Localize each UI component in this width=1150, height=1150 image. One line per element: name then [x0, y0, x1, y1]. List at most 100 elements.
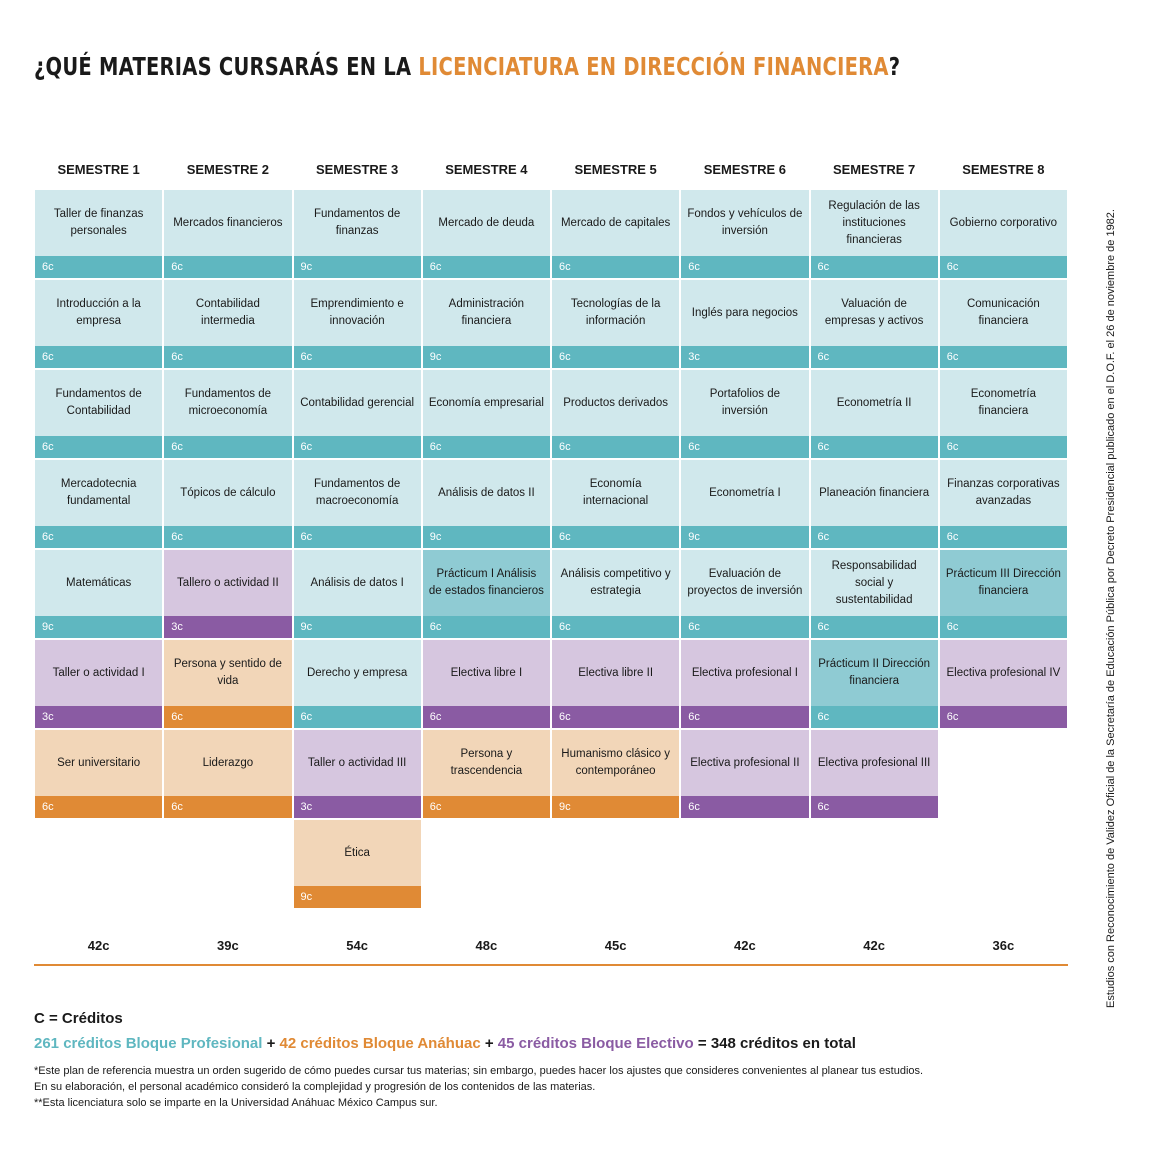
course-cell: Gobierno corporativo 6c [939, 190, 1067, 278]
course-cell: Tallero o actividad II 3c [164, 550, 292, 638]
course-cell: Taller de finanzas personales 6c [35, 190, 163, 278]
course-credits: 6c [810, 526, 938, 548]
course-credits: 3c [164, 616, 292, 638]
course-name: Liderazgo [164, 730, 292, 796]
course-cell: Persona y sentido de vida 6c [164, 640, 292, 728]
course-name: Electiva libre I [422, 640, 550, 706]
semester-column: Mercado de capitales 6c Tecnologías de la … [551, 190, 680, 910]
course-cell: Taller o actividad I 3c [35, 640, 163, 728]
course-credits: 6c [164, 796, 292, 818]
course-cell: Tópicos de cálculo 6c [164, 460, 292, 548]
course-credits: 6c [293, 706, 421, 728]
semester-total: 42c [87, 938, 110, 953]
semester-column: Fundamentos de finanzas 9c Emprendimiento … [293, 190, 422, 910]
course-cell: Evaluación de proyectos de inversión 6c [681, 550, 809, 638]
course-name: Ética [293, 820, 421, 886]
course-credits: 6c [293, 346, 421, 368]
course-cell: Fundamentos de macroeconomía 6c [293, 460, 421, 548]
course-credits: 6c [552, 616, 680, 638]
course-credits: 9c [293, 886, 421, 908]
credits-anahuac: 42 créditos Bloque Anáhuac [279, 1035, 481, 1052]
course-cell: Electiva profesional II 6c [681, 730, 809, 818]
course-credits: 6c [681, 706, 809, 728]
course-cell: Electiva libre I 6c [422, 640, 550, 728]
course-name: Valuación de empresas y activos [810, 280, 938, 346]
course-name: Economía internacional [552, 460, 680, 526]
course-credits: 6c [810, 796, 938, 818]
course-cell: Economía empresarial 6c [422, 370, 550, 458]
course-name: Econometría II [810, 370, 938, 436]
course-credits: 6c [422, 706, 550, 728]
course-cell: Valuación de empresas y activos 6c [810, 280, 938, 368]
semester-totals: 42c 39c 54c 48c 45c 42c 42c 36c [34, 938, 1068, 953]
course-name: Productos derivados [552, 370, 680, 436]
course-cell: Derecho y empresa 6c [293, 640, 421, 728]
course-cell: Finanzas corporativas avanzadas 6c [939, 460, 1067, 548]
course-name: Economía empresarial [422, 370, 550, 436]
semester-total: 36c [992, 938, 1015, 953]
course-name: Taller o actividad I [35, 640, 163, 706]
course-credits: 6c [293, 526, 421, 548]
footnote: *Este plan de referencia muestra un orde… [34, 1065, 924, 1077]
course-cell: Análisis de datos I 9c [293, 550, 421, 638]
semester-total: 54c [346, 938, 368, 953]
course-cell: Análisis de datos II 9c [422, 460, 550, 548]
course-credits: 6c [681, 796, 809, 818]
course-cell: Emprendimiento e innovación 6c [293, 280, 421, 368]
course-name: Electiva profesional IV [939, 640, 1067, 706]
footnotes: *Este plan de referencia muestra un orde… [34, 1063, 923, 1111]
course-credits: 6c [35, 526, 163, 548]
course-credits: 6c [810, 436, 938, 458]
course-name: Inglés para negocios [681, 280, 809, 346]
course-cell: Mercado de deuda 6c [422, 190, 550, 278]
course-cell: Econometría I 9c [681, 460, 809, 548]
course-cell: Prácticum I Análisis de estados financie… [422, 550, 550, 638]
course-credits: 9c [681, 526, 809, 548]
course-credits: 6c [810, 256, 938, 278]
course-name: Tallero o actividad II [164, 550, 292, 616]
page-title: ¿QUÉ MATERIAS CURSARÁS EN LA LICENCIATUR… [34, 52, 901, 81]
semester-column: Taller de finanzas personales 6c Introducc… [34, 190, 163, 910]
footnote: En su elaboración, el personal académico… [34, 1081, 596, 1093]
course-cell: Electiva profesional I 6c [681, 640, 809, 728]
course-cell: Responsabilidad social y sustentabilidad… [810, 550, 938, 638]
course-cell: Fondos y vehículos de inversión 6c [681, 190, 809, 278]
course-name: Tópicos de cálculo [164, 460, 292, 526]
course-credits: 6c [422, 436, 550, 458]
course-name: Prácticum II Dirección financiera [810, 640, 938, 706]
course-name: Fundamentos de Contabilidad [35, 370, 163, 436]
course-cell: Ser universitario 6c [35, 730, 163, 818]
course-credits: 9c [422, 346, 550, 368]
course-name: Persona y sentido de vida [164, 640, 292, 706]
semester-headers: SEMESTRE 1 SEMESTRE 2 SEMESTRE 3 SEMESTRE 4… [34, 158, 1068, 182]
semester-total: 45c [604, 938, 627, 953]
course-cell: Planeación financiera 6c [810, 460, 938, 548]
semester-header: SEMESTRE 5 [574, 162, 657, 177]
semester-header: SEMESTRE 2 [186, 162, 270, 177]
semester-header: SEMESTRE 6 [703, 162, 787, 177]
course-name: Fundamentos de finanzas [293, 190, 421, 256]
course-cell: Mercado de capitales 6c [552, 190, 680, 278]
semester-column: Mercados financieros 6c Contabilidad inter… [163, 190, 292, 910]
course-credits: 6c [681, 436, 809, 458]
course-name: Comunicación financiera [939, 280, 1067, 346]
course-cell: Electiva profesional III 6c [810, 730, 938, 818]
course-credits: 6c [810, 346, 938, 368]
course-cell: Fundamentos de Contabilidad 6c [35, 370, 163, 458]
semester-column: Regulación de las instituciones financie… [810, 190, 939, 910]
course-credits: 6c [681, 256, 809, 278]
course-credits: 6c [422, 796, 550, 818]
course-name: Mercados financieros [164, 190, 292, 256]
course-name: Econometría financiera [939, 370, 1067, 436]
course-credits: 9c [422, 526, 550, 548]
course-name: Regulación de las instituciones financie… [810, 190, 938, 256]
course-name: Contabilidad gerencial [293, 370, 421, 436]
semester-header: SEMESTRE 7 [832, 162, 916, 177]
credits-total: 348 créditos en total [710, 1035, 856, 1052]
course-credits: 6c [164, 346, 292, 368]
course-cell: Electiva profesional IV 6c [939, 640, 1067, 728]
semester-column: Fondos y vehículos de inversión 6c Inglés … [680, 190, 809, 910]
course-name: Portafolios de inversión [681, 370, 809, 436]
course-credits: 6c [681, 616, 809, 638]
semester-header: SEMESTRE 3 [315, 162, 399, 177]
